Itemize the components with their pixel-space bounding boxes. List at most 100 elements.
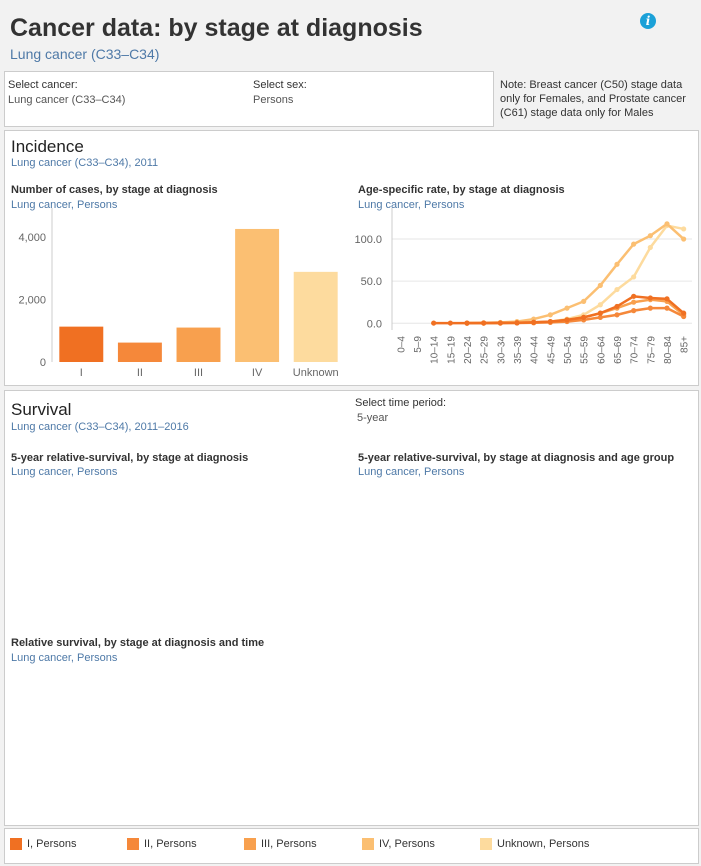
survtime-chart-title: Relative survival, by stage at diagnosis… <box>11 637 265 649</box>
surv5-chart-subtitle: Lung cancer, Persons <box>11 466 118 478</box>
x-tick-label: 80–84 <box>663 336 674 364</box>
survival-title: Survival <box>11 400 72 419</box>
x-tick-label: 20–24 <box>463 336 474 364</box>
x-tick-label: III <box>194 367 203 379</box>
y-tick-label: 0.0 <box>367 318 382 330</box>
series-line-i <box>433 295 685 325</box>
point-iii <box>631 299 637 305</box>
y-tick-label: 0 <box>40 357 46 369</box>
stage-data-note: Note: Breast cancer (C50) stage data onl… <box>500 79 686 119</box>
page-subtitle: Lung cancer (C33–C34) <box>10 46 160 62</box>
x-tick-label: 50–54 <box>563 336 574 364</box>
point-iv <box>597 282 603 288</box>
point-i <box>614 303 620 310</box>
x-tick-label: 10–14 <box>430 336 441 364</box>
agerate-chart-subtitle: Lung cancer, Persons <box>358 199 465 211</box>
legend-panel <box>4 828 699 864</box>
legend-swatch <box>244 838 256 850</box>
agerate-chart-title: Age-specific rate, by stage at diagnosis <box>358 184 565 196</box>
legend-item-stage-iii[interactable]: III, Persons <box>244 838 317 850</box>
bar-iii <box>176 327 221 362</box>
legend-item-stage-i[interactable]: I, Persons <box>10 838 77 850</box>
filter-panel <box>4 71 494 127</box>
legend-swatch <box>127 838 139 850</box>
point-unknown <box>597 302 603 308</box>
legend-label: IV, Persons <box>379 838 435 850</box>
point-unknown <box>647 244 653 251</box>
survtime-chart-subtitle: Lung cancer, Persons <box>11 652 118 664</box>
x-tick-label: 45–49 <box>546 336 557 364</box>
point-ii <box>631 308 637 314</box>
point-i <box>464 320 470 326</box>
x-tick-label: 85+ <box>680 336 691 353</box>
point-iv <box>581 298 587 304</box>
point-iv <box>647 233 653 239</box>
cases-chart-title: Number of cases, by stage at diagnosis <box>11 184 218 196</box>
y-tick-label: 100.0 <box>354 234 382 246</box>
legend-item-stage-iv[interactable]: IV, Persons <box>362 838 435 850</box>
y-tick-label: 2,000 <box>18 294 46 306</box>
page-title: Cancer data: by stage at diagnosis <box>10 14 423 42</box>
x-tick-label: 65–69 <box>613 336 624 364</box>
point-iv <box>547 312 553 318</box>
info-icon[interactable]: i <box>640 13 656 29</box>
x-tick-label: IV <box>252 367 263 379</box>
legend-label: I, Persons <box>27 838 77 850</box>
legend-label: III, Persons <box>261 838 317 850</box>
point-ii <box>597 314 603 320</box>
point-i <box>597 310 603 316</box>
y-tick-label: 4,000 <box>18 232 46 244</box>
point-iv <box>631 241 637 247</box>
point-unknown <box>681 226 687 232</box>
x-tick-label: II <box>137 367 143 379</box>
point-iv <box>614 261 620 267</box>
time-period-select[interactable]: 5-year <box>357 412 389 424</box>
legend-item-stage-unknown[interactable]: Unknown, Persons <box>480 838 589 850</box>
x-tick-label: Unknown <box>293 367 339 379</box>
x-tick-label: 15–19 <box>446 336 457 364</box>
cancer-select-label: Select cancer: <box>8 79 78 91</box>
survival-panel <box>4 390 699 826</box>
point-iv <box>564 305 570 311</box>
point-i <box>647 295 653 301</box>
point-unknown <box>614 286 620 293</box>
incidence-subtitle: Lung cancer (C33–C34), 2011 <box>11 157 159 169</box>
legend-swatch <box>480 838 492 850</box>
point-i <box>564 317 570 323</box>
cancer-select[interactable]: Lung cancer (C33–C34) <box>8 94 126 106</box>
point-i <box>514 320 520 326</box>
surv5-chart-title: 5-year relative-survival, by stage at di… <box>11 452 249 464</box>
point-unknown <box>631 274 637 280</box>
sex-select[interactable]: Persons <box>253 94 294 106</box>
point-iv <box>681 236 687 242</box>
incidence-title: Incidence <box>11 137 84 156</box>
x-tick-label: 55–59 <box>580 336 591 364</box>
point-i <box>664 296 670 302</box>
legend-swatch <box>10 838 22 850</box>
point-i <box>497 320 503 326</box>
x-tick-label: 75–79 <box>646 336 657 364</box>
x-tick-label: 0–4 <box>396 336 407 353</box>
x-tick-label: 70–74 <box>630 336 641 364</box>
x-tick-label: 35–39 <box>513 336 524 364</box>
point-i <box>581 314 587 320</box>
point-i <box>447 320 453 326</box>
point-ii <box>614 312 620 318</box>
point-i <box>481 320 487 326</box>
bar-iv <box>235 228 280 362</box>
legend-item-stage-ii[interactable]: II, Persons <box>127 838 197 850</box>
point-i <box>431 320 437 326</box>
point-i <box>531 319 537 325</box>
point-ii <box>647 305 653 311</box>
y-tick-label: 50.0 <box>361 276 382 288</box>
point-i <box>547 318 553 325</box>
point-i <box>681 310 687 316</box>
point-ii <box>664 305 670 311</box>
survage-chart-title: 5-year relative-survival, by stage at di… <box>358 452 675 464</box>
survage-chart-subtitle: Lung cancer, Persons <box>358 466 465 478</box>
x-tick-label: I <box>80 367 83 379</box>
legend-swatch <box>362 838 374 850</box>
legend-label: Unknown, Persons <box>497 838 590 850</box>
point-iv <box>664 221 670 227</box>
time-period-label: Select time period: <box>355 397 447 409</box>
